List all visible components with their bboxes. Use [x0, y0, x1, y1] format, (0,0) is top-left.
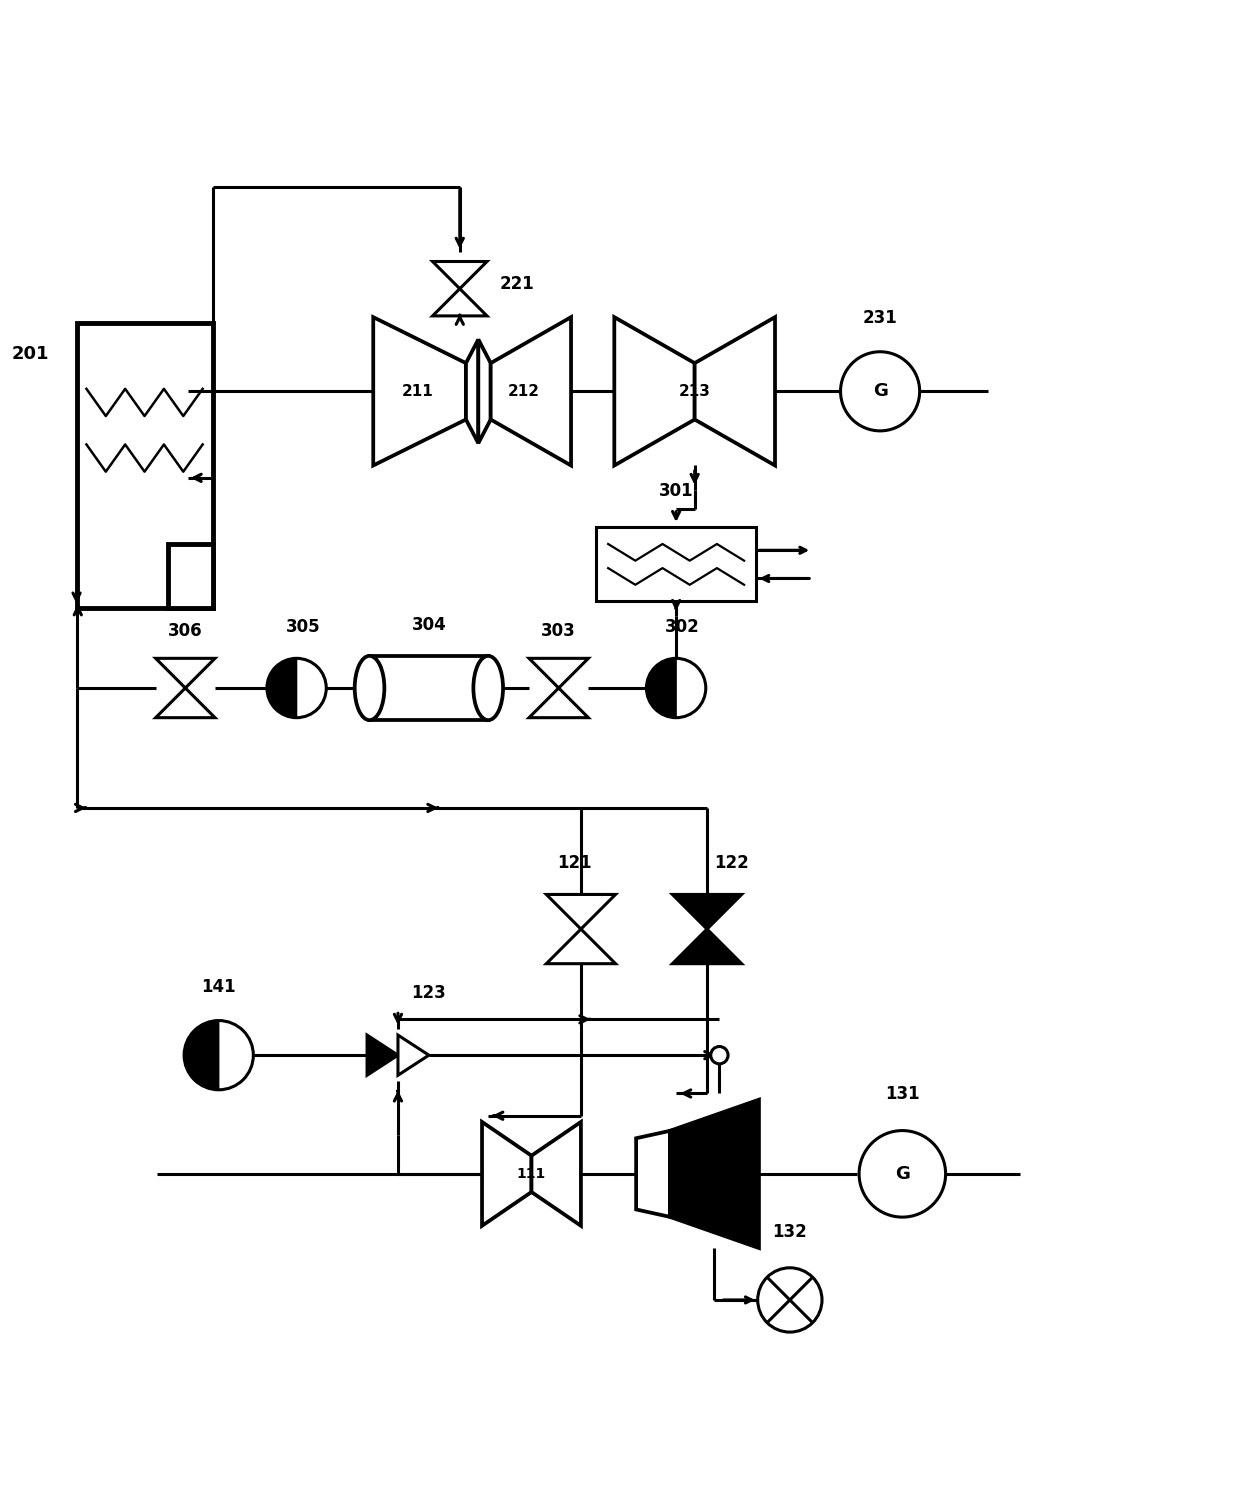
Polygon shape [482, 1122, 532, 1226]
Text: 201: 201 [12, 345, 50, 363]
Polygon shape [694, 318, 775, 466]
Text: 131: 131 [885, 1086, 920, 1104]
Text: 305: 305 [285, 618, 320, 637]
Polygon shape [670, 1099, 759, 1247]
Circle shape [184, 1021, 253, 1090]
Polygon shape [398, 1036, 429, 1075]
Polygon shape [529, 658, 588, 688]
Text: 306: 306 [169, 621, 202, 640]
Polygon shape [479, 339, 491, 443]
Polygon shape [373, 318, 466, 466]
Text: 221: 221 [500, 275, 534, 293]
Polygon shape [614, 318, 694, 466]
Bar [169, 544, 212, 608]
Ellipse shape [474, 656, 503, 720]
Polygon shape [156, 658, 215, 688]
Bar [595, 528, 756, 602]
Text: 111: 111 [517, 1167, 546, 1181]
Polygon shape [267, 658, 296, 718]
Text: 302: 302 [665, 618, 699, 637]
Circle shape [267, 658, 326, 718]
Circle shape [859, 1131, 946, 1217]
Polygon shape [433, 262, 487, 289]
Polygon shape [367, 1036, 398, 1075]
Polygon shape [672, 928, 742, 963]
Polygon shape [672, 895, 742, 928]
Text: G: G [873, 383, 888, 401]
Polygon shape [156, 688, 215, 718]
Polygon shape [646, 658, 676, 718]
Circle shape [758, 1267, 822, 1332]
Text: 213: 213 [678, 384, 711, 399]
Ellipse shape [355, 656, 384, 720]
Polygon shape [547, 928, 615, 963]
Polygon shape [636, 1131, 670, 1217]
Text: 141: 141 [201, 978, 236, 996]
Polygon shape [466, 339, 479, 443]
Text: 231: 231 [863, 308, 898, 327]
Polygon shape [433, 289, 487, 316]
Polygon shape [532, 1122, 580, 1226]
Text: 123: 123 [412, 984, 446, 1002]
Text: 121: 121 [558, 854, 591, 872]
Circle shape [646, 658, 706, 718]
Polygon shape [184, 1021, 218, 1090]
Polygon shape [491, 318, 572, 466]
Text: 304: 304 [412, 615, 446, 634]
Text: 211: 211 [402, 384, 434, 399]
Text: 303: 303 [542, 621, 577, 640]
Bar [77, 324, 212, 608]
Circle shape [841, 352, 920, 431]
Polygon shape [547, 895, 615, 928]
Text: 122: 122 [714, 854, 749, 872]
Text: G: G [895, 1164, 910, 1182]
Text: 112: 112 [689, 1166, 722, 1181]
Text: 301: 301 [658, 482, 693, 500]
Polygon shape [529, 688, 588, 718]
Text: 132: 132 [773, 1223, 807, 1241]
Circle shape [711, 1046, 728, 1064]
Bar [370, 656, 489, 720]
Text: 212: 212 [507, 384, 539, 399]
